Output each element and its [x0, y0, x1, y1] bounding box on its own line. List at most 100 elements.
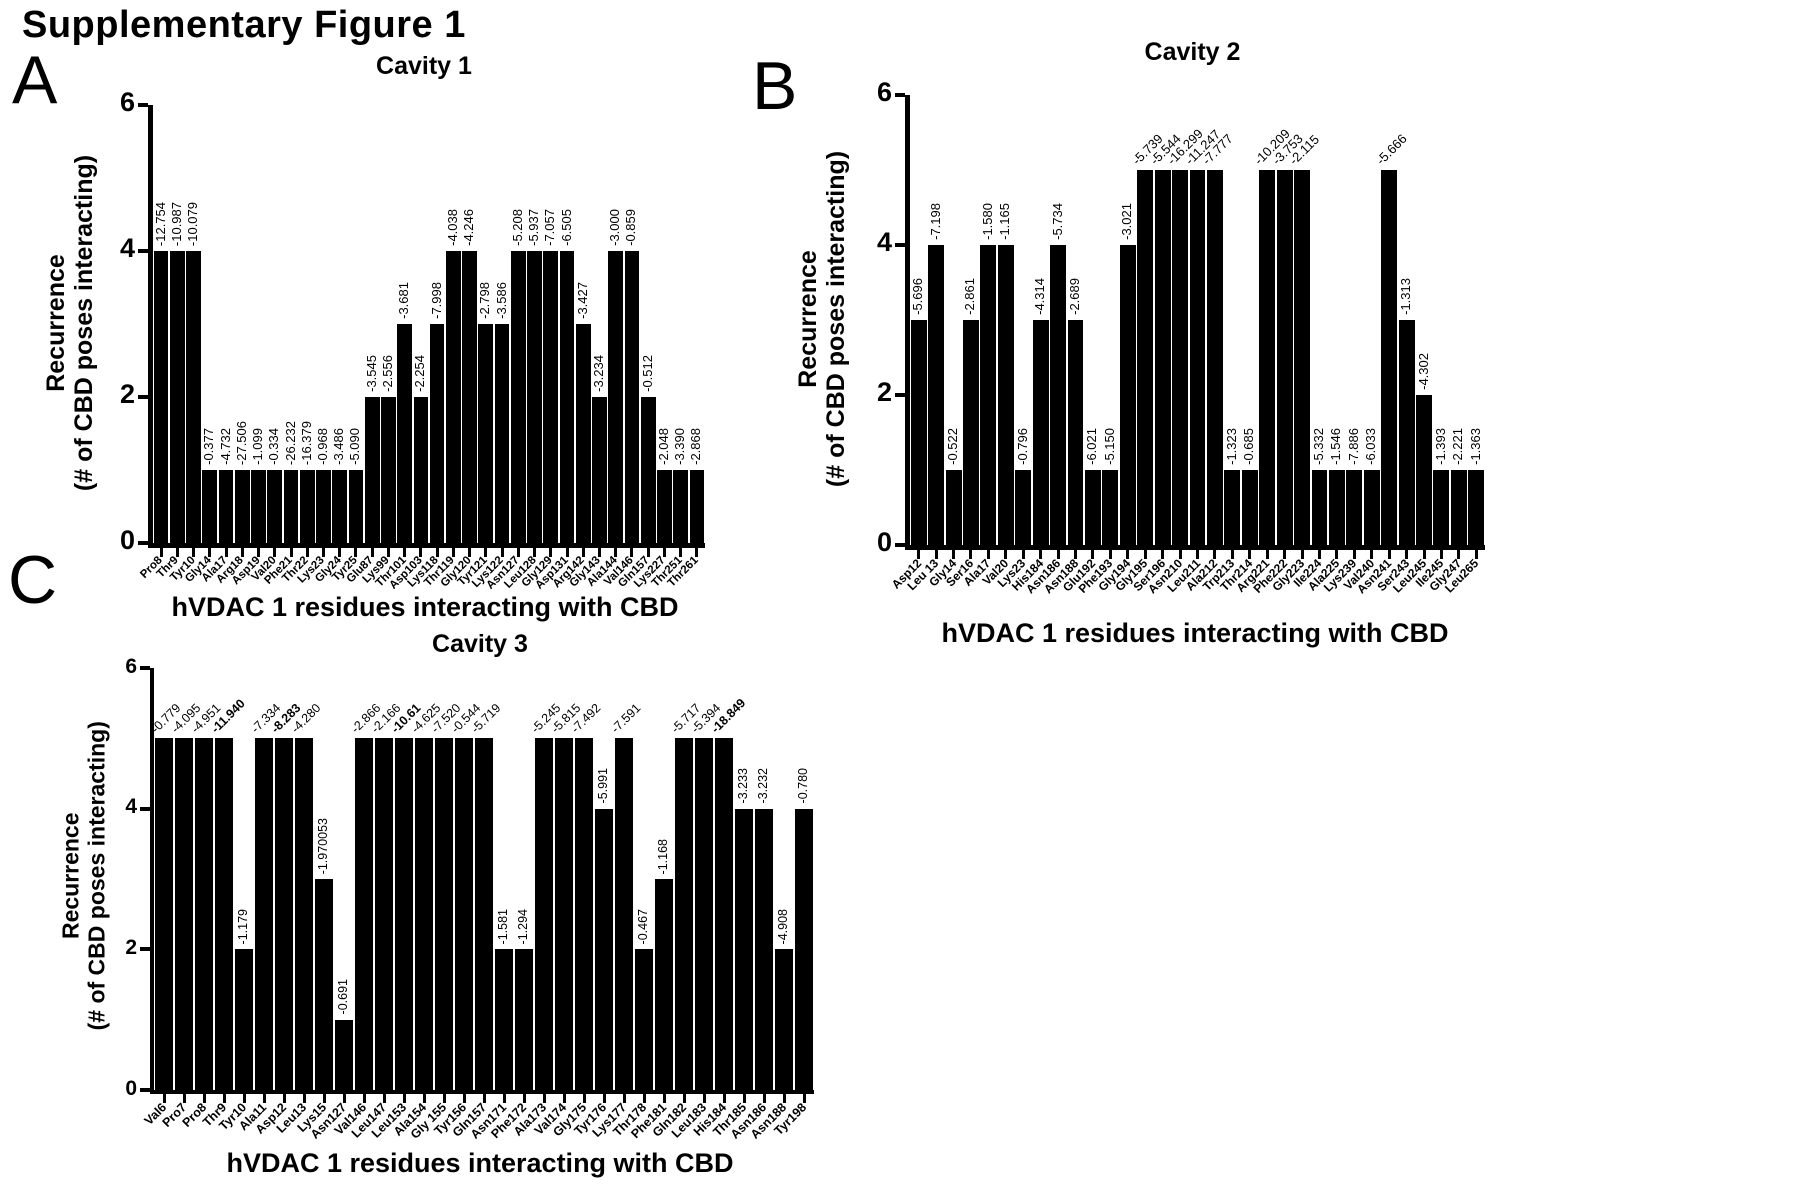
x-axis-tick: [1283, 550, 1287, 559]
bar-value-label: -6.505: [558, 209, 574, 246]
bar: [251, 470, 266, 543]
x-axis-tick: [522, 1094, 526, 1103]
bar: [254, 738, 274, 1090]
bar: [774, 949, 794, 1090]
bar-value-label: -3.021: [1119, 203, 1135, 240]
x-axis-tick: [468, 548, 472, 557]
bar: [1050, 245, 1067, 545]
figure-title: Supplementary Figure 1: [22, 4, 466, 46]
bar: [494, 324, 510, 543]
y-axis-label-line1: Recurrence: [57, 812, 84, 940]
x-axis-tick: [192, 548, 196, 557]
bar: [945, 470, 962, 545]
x-axis-tick: [500, 548, 504, 557]
x-axis-tick: [1161, 550, 1165, 559]
bar: [153, 251, 169, 543]
x-axis-tick: [986, 550, 990, 559]
bar-plot-cavity-1: 0 2 4 6 Pro8 -12.754 Thr9 -10.987 Tyr10 -10.079 Gl…: [120, 89, 705, 592]
bar: [1137, 170, 1154, 545]
bar: [1276, 170, 1293, 545]
x-axis-tick: [1021, 550, 1025, 559]
bar-value-label: -5.332: [1310, 428, 1326, 465]
bar: [186, 251, 201, 543]
y-axis-tick-label: 4: [125, 795, 137, 819]
bar-value-label: -7.591: [608, 700, 644, 736]
bar-value-label: -7.886: [1345, 428, 1361, 465]
y-axis-label-line2: (# of CBD poses interacting): [822, 150, 850, 488]
bar-value-label: -5.090: [347, 428, 363, 465]
bar-value-label: -0.522: [945, 428, 961, 465]
bar: [510, 251, 526, 543]
bar: [928, 245, 945, 545]
x-axis-tick: [302, 1094, 306, 1103]
bar: [592, 397, 607, 543]
bar-value-label: -6.021: [1084, 428, 1100, 465]
bar-value-label: -1.099: [250, 428, 266, 465]
bar-value-label: -7.057: [542, 209, 558, 246]
x-axis-tick: [386, 548, 390, 557]
x-axis-tick: [342, 1094, 346, 1103]
x-axis-tick: [242, 1094, 246, 1103]
x-axis-tick: [1056, 550, 1060, 559]
bar: [274, 738, 294, 1090]
x-axis-tick: [549, 548, 553, 557]
bar-value-label: -3.234: [590, 355, 606, 392]
bar: [910, 320, 927, 545]
y-axis-label-line2: (# of CBD poses interacting): [70, 154, 98, 492]
bar-value-label: -3.390: [672, 428, 688, 465]
x-axis-tick: [762, 1094, 766, 1103]
panel-letter-b: B: [752, 48, 798, 124]
x-axis-title-cavity-2: hVDAC 1 residues interacting with CBD: [941, 618, 1449, 648]
x-axis-tick: [630, 548, 634, 557]
bar-value-label: -4.732: [217, 428, 233, 465]
bar: [794, 808, 814, 1090]
y-axis-tick: [138, 395, 148, 399]
bar-value-label: -5.208: [509, 209, 525, 246]
bar: [1468, 470, 1485, 545]
bar: [1311, 470, 1328, 545]
x-axis-tick: [662, 1094, 666, 1103]
bar-value-label: -2.556: [379, 355, 395, 392]
bar: [314, 879, 334, 1090]
bar: [554, 738, 574, 1090]
x-axis-tick: [305, 548, 309, 557]
bar-value-label: -27.506: [233, 420, 249, 465]
x-axis-tick: [542, 1094, 546, 1103]
bar: [614, 738, 634, 1090]
x-axis-tick: [1213, 550, 1217, 559]
x-axis-tick: [273, 548, 277, 557]
bar: [194, 738, 214, 1090]
bar-value-label: -5.937: [526, 209, 542, 246]
bar-value-label: -5.150: [1101, 428, 1117, 465]
bar: [474, 738, 494, 1090]
bar: [714, 738, 734, 1090]
bar: [754, 808, 774, 1090]
bar-value-label: -3.233: [735, 768, 750, 804]
bar: [1416, 395, 1432, 545]
y-axis-tick: [138, 103, 148, 107]
x-axis-tick: [1091, 550, 1095, 559]
bar: [154, 738, 174, 1090]
bar-value-label: -1.393: [1432, 428, 1448, 465]
x-axis-tick: [403, 548, 407, 557]
x-axis-tick: [354, 548, 358, 557]
bar-value-label: -16.379: [298, 420, 314, 465]
bar: [1119, 245, 1136, 545]
bar-value-label: -0.691: [335, 979, 350, 1015]
bar-value-label: -0.968: [314, 428, 330, 465]
bar-value-label: -6.033: [1363, 428, 1379, 465]
y-axis-tick: [140, 806, 150, 811]
bar-value-label: -3.545: [363, 355, 379, 392]
x-axis-tick: [1457, 550, 1461, 559]
bar-value-label: -0.334: [266, 428, 282, 465]
x-axis-tick: [182, 1094, 186, 1103]
x-axis-tick: [1230, 550, 1234, 559]
bar: [1067, 320, 1084, 545]
bar: [299, 470, 315, 543]
bar: [1433, 470, 1450, 545]
bar: [980, 245, 997, 545]
bar: [689, 470, 705, 543]
x-axis-tick: [451, 548, 455, 557]
bar-value-label: -1.313: [1398, 278, 1414, 315]
bar: [381, 397, 396, 543]
